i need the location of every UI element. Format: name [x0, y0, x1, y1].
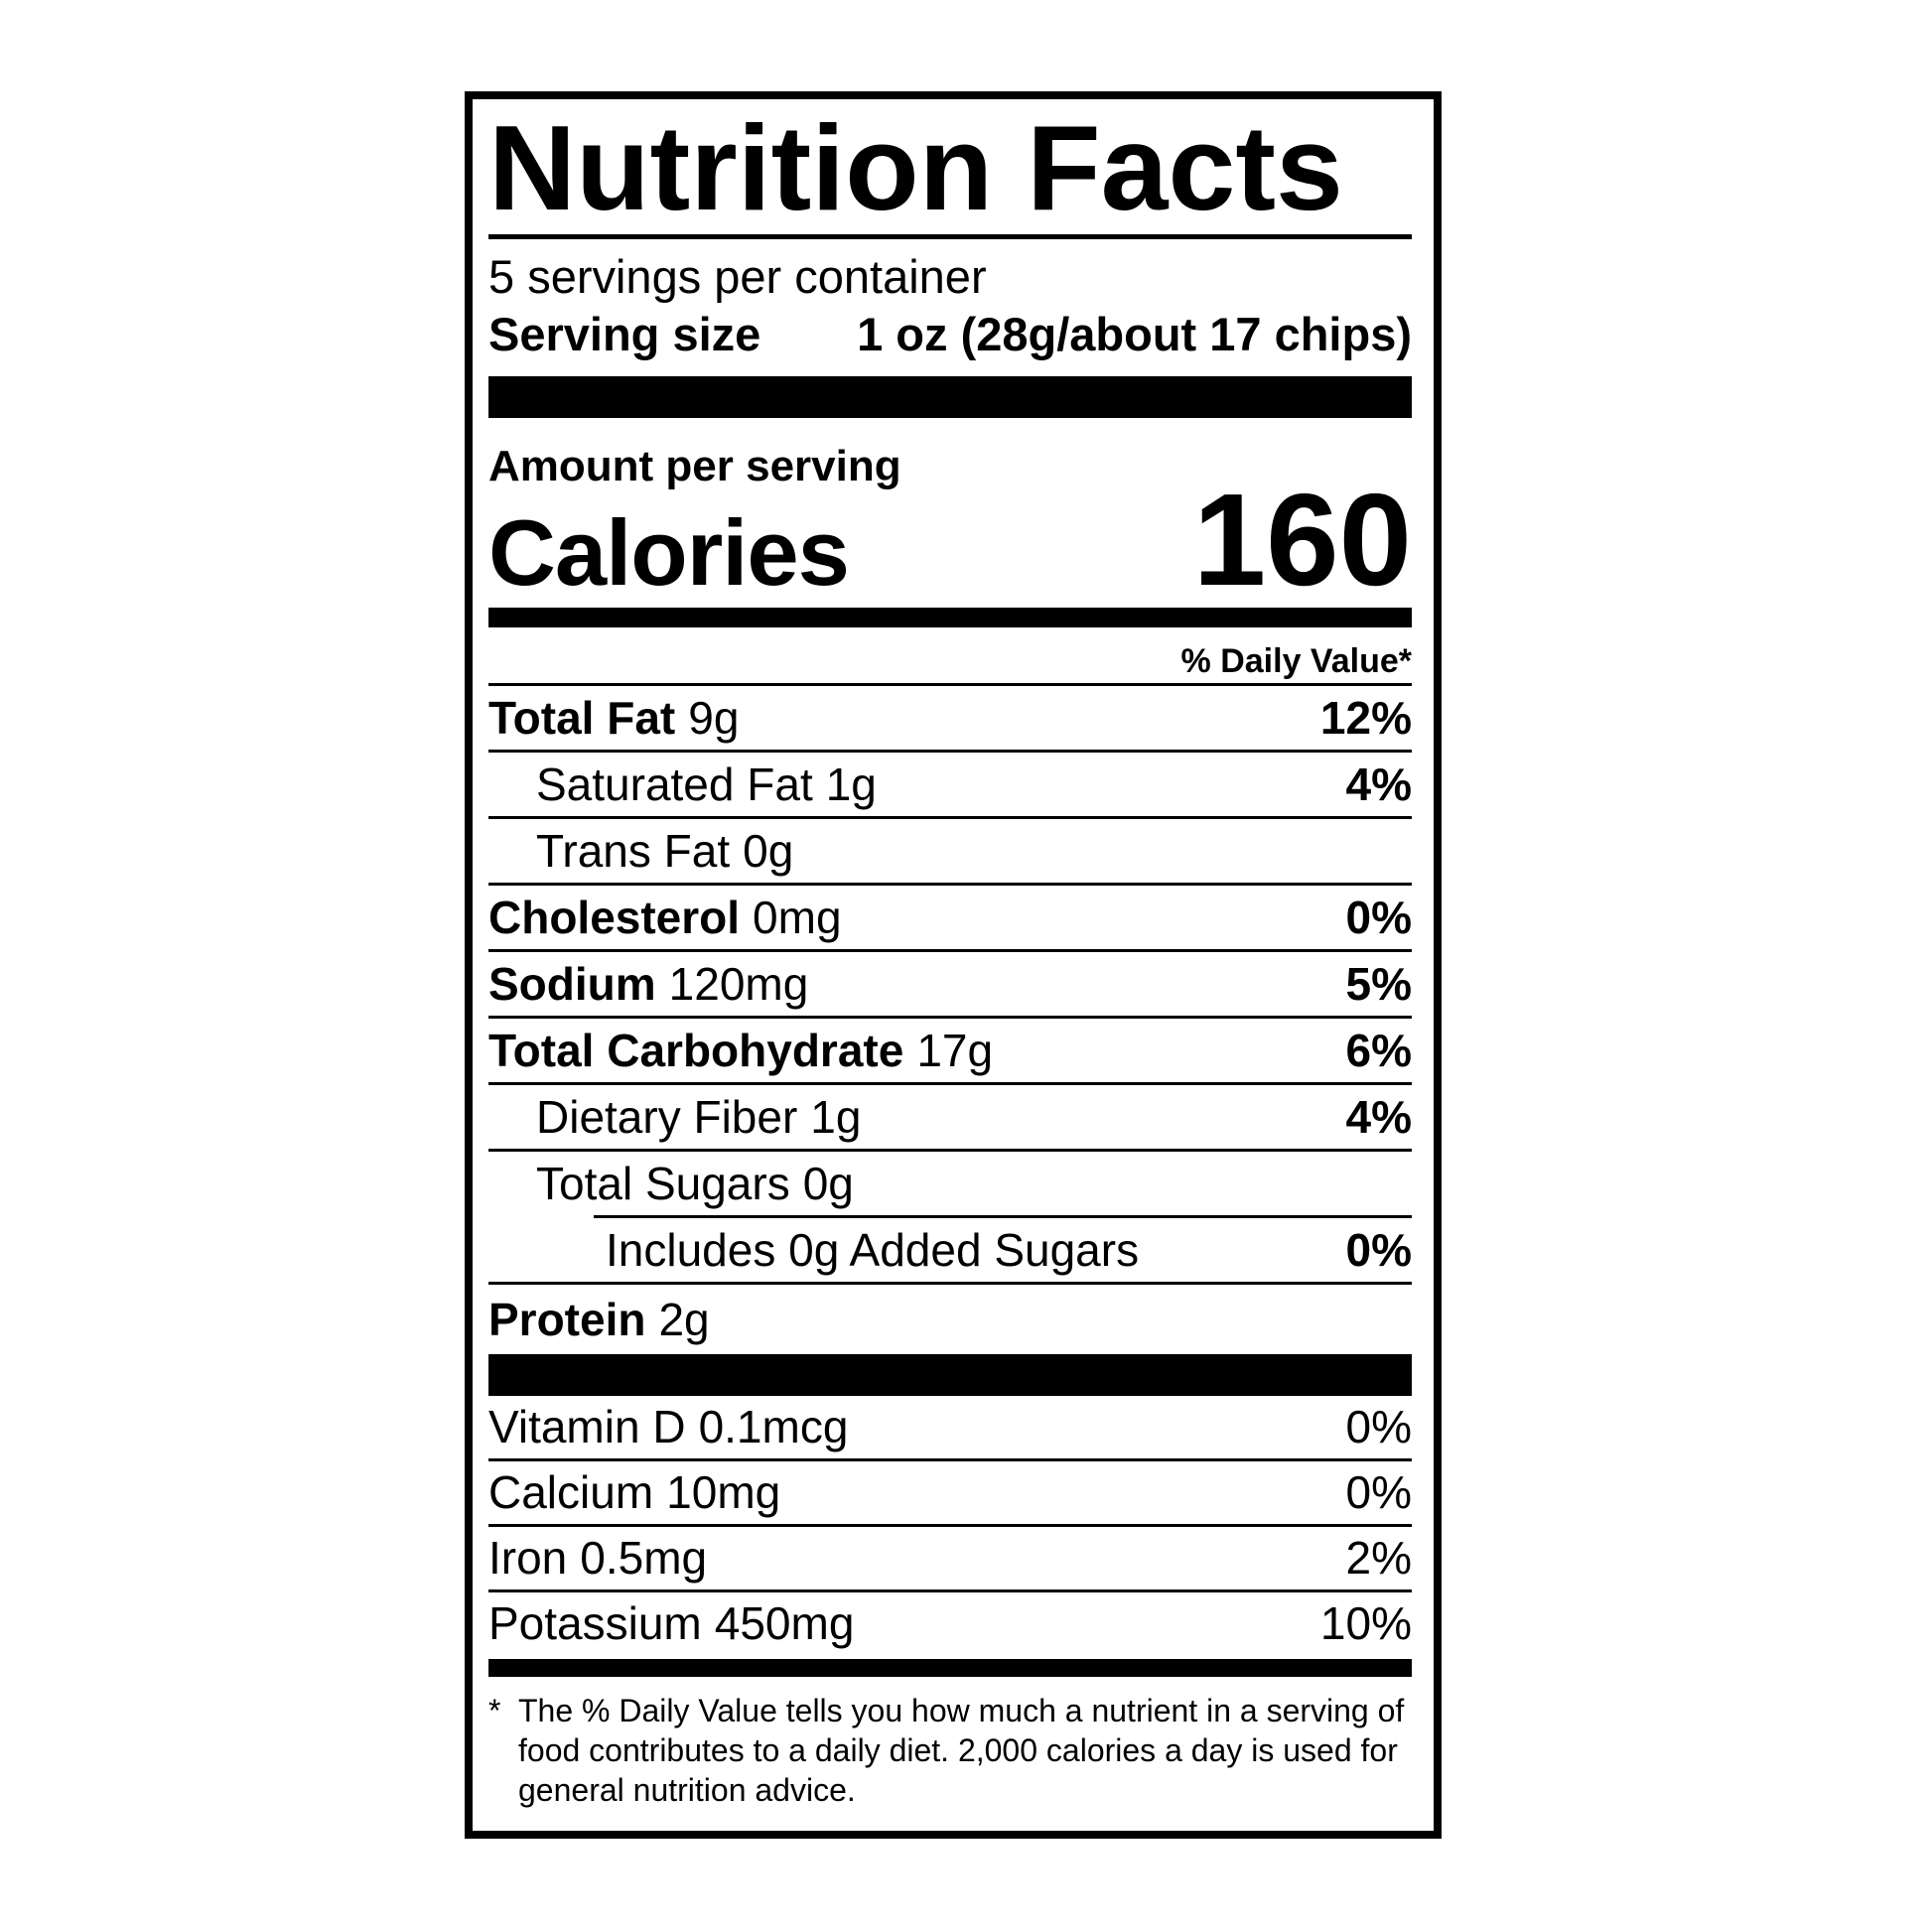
- nutrient-name: Trans Fat: [536, 825, 731, 878]
- micronutrient-name-amount: Iron 0.5mg: [488, 1527, 707, 1589]
- nutrient-name: Dietary Fiber: [536, 1091, 798, 1144]
- nutrient-name-amount: Total Carbohydrate 17g: [488, 1019, 993, 1082]
- micronutrient-dv: 2%: [1345, 1532, 1412, 1585]
- micronutrient-row-potassium: Potassium 450mg 10%: [488, 1592, 1412, 1655]
- nutrient-dv: 5%: [1345, 958, 1412, 1011]
- nutrient-row-saturated-fat: Saturated Fat 1g 4%: [488, 753, 1412, 820]
- micronutrient-amount: 450mg: [714, 1597, 855, 1650]
- nutrient-amount: 0mg: [753, 892, 842, 944]
- servings-per-container: 5 servings per container: [488, 249, 987, 303]
- nutrient-amount: 2g: [658, 1294, 710, 1346]
- divider-bar-thick-top: [488, 375, 1412, 418]
- footnote: * The % Daily Value tells you how much a…: [488, 1691, 1412, 1810]
- micronutrient-row-calcium: Calcium 10mg 0%: [488, 1461, 1412, 1528]
- nutrient-dv: 4%: [1345, 1091, 1412, 1144]
- micronutrient-dv: 0%: [1345, 1466, 1412, 1519]
- nutrient-row-sodium: Sodium 120mg 5%: [488, 952, 1412, 1020]
- nutrient-amount: 9g: [688, 692, 740, 745]
- serving-size-row: Serving size 1 oz (28g/about 17 chips): [488, 307, 1412, 362]
- nutrient-name: Total Sugars: [536, 1158, 790, 1210]
- footnote-text: The % Daily Value tells you how much a n…: [518, 1693, 1405, 1809]
- micronutrient-row-vitamin-d: Vitamin D 0.1mcg 0%: [488, 1396, 1412, 1462]
- calories-row: Calories 160: [488, 466, 1412, 613]
- micronutrient-name: Calcium: [488, 1466, 654, 1519]
- nutrient-name-amount: Trans Fat 0g: [536, 819, 793, 883]
- nutrient-amount: 17g: [916, 1025, 994, 1077]
- micronutrient-row-iron: Iron 0.5mg 2%: [488, 1527, 1412, 1593]
- nutrient-row-dietary-fiber: Dietary Fiber 1g 4%: [488, 1085, 1412, 1153]
- nutrient-dv: 0%: [1345, 892, 1412, 944]
- nutrient-row-protein: Protein 2g: [488, 1285, 1412, 1354]
- serving-size-label: Serving size: [488, 307, 761, 360]
- nutrient-row-added-sugars: Includes 0g Added Sugars 0%: [594, 1215, 1412, 1282]
- micronutrient-name: Iron: [488, 1532, 568, 1585]
- nutrient-name-amount: Dietary Fiber 1g: [536, 1085, 861, 1149]
- nutrient-amount: 1g: [825, 759, 877, 811]
- nutrient-row-total-carbohydrate: Total Carbohydrate 17g 6%: [488, 1019, 1412, 1086]
- nutrient-amount: 0g: [743, 825, 794, 878]
- nutrient-name-amount: Protein 2g: [488, 1285, 710, 1354]
- divider-bar-thick-bottom: [488, 1354, 1412, 1397]
- nutrient-name: Includes 0g Added Sugars: [606, 1224, 1140, 1277]
- nutrient-amount: 120mg: [668, 958, 809, 1011]
- nutrient-name-amount: Total Fat 9g: [488, 686, 739, 750]
- nutrient-amount: 0g: [802, 1158, 854, 1210]
- divider-bar-footnote: [488, 1659, 1412, 1678]
- serving-size-value: 1 oz (28g/about 17 chips): [857, 307, 1412, 360]
- nutrient-name-amount: Cholesterol 0mg: [488, 886, 842, 949]
- micronutrient-dv: 10%: [1319, 1597, 1412, 1650]
- nutrient-name: Sodium: [488, 958, 656, 1011]
- separator-line: [488, 1282, 1412, 1286]
- footnote-asterisk: *: [488, 1693, 501, 1729]
- nutrient-name: Cholesterol: [488, 892, 741, 944]
- calories-value: 160: [1192, 466, 1412, 613]
- micronutrient-amount: 10mg: [666, 1466, 781, 1519]
- divider-bar-medium: [488, 608, 1412, 628]
- nutrient-dv: 12%: [1319, 692, 1412, 745]
- nutrient-name: Saturated Fat: [536, 759, 813, 811]
- nutrient-name: Total Carbohydrate: [488, 1025, 904, 1077]
- micronutrient-amount: 0.1mcg: [698, 1401, 849, 1453]
- micronutrient-name-amount: Calcium 10mg: [488, 1461, 780, 1524]
- nutrient-row-total-fat: Total Fat 9g 12%: [488, 686, 1412, 754]
- micronutrient-name: Vitamin D: [488, 1401, 686, 1453]
- nutrient-dv: 0%: [1345, 1224, 1412, 1277]
- nutrient-name: Protein: [488, 1294, 646, 1346]
- nutrient-row-cholesterol: Cholesterol 0mg 0%: [488, 886, 1412, 953]
- micronutrient-name-amount: Vitamin D 0.1mcg: [488, 1396, 848, 1458]
- nutrient-dv: 4%: [1345, 759, 1412, 811]
- nutrient-row-trans-fat: Trans Fat 0g: [488, 819, 1412, 887]
- calories-label: Calories: [488, 499, 850, 605]
- daily-value-header: % Daily Value*: [488, 627, 1412, 687]
- micronutrient-amount: 0.5mg: [580, 1532, 708, 1585]
- amount-per-serving-label: Amount per serving: [488, 441, 901, 490]
- nutrient-name-amount: Total Sugars 0g: [536, 1152, 854, 1215]
- nutrient-name-amount: Sodium 120mg: [488, 952, 808, 1016]
- nutrient-amount: 1g: [810, 1091, 862, 1144]
- micronutrient-name: Potassium: [488, 1597, 702, 1650]
- nutrient-name-amount: Saturated Fat 1g: [536, 753, 877, 816]
- nutrient-row-total-sugars: Total Sugars 0g: [488, 1152, 1412, 1215]
- nutrition-facts-label: Nutrition Facts 5 servings per container…: [465, 91, 1442, 1839]
- micronutrient-name-amount: Potassium 450mg: [488, 1592, 854, 1655]
- micronutrient-dv: 0%: [1345, 1401, 1412, 1453]
- nutrient-name: Total Fat: [488, 692, 676, 745]
- nutrient-dv: 6%: [1345, 1025, 1412, 1077]
- label-title: Nutrition Facts: [488, 99, 1412, 239]
